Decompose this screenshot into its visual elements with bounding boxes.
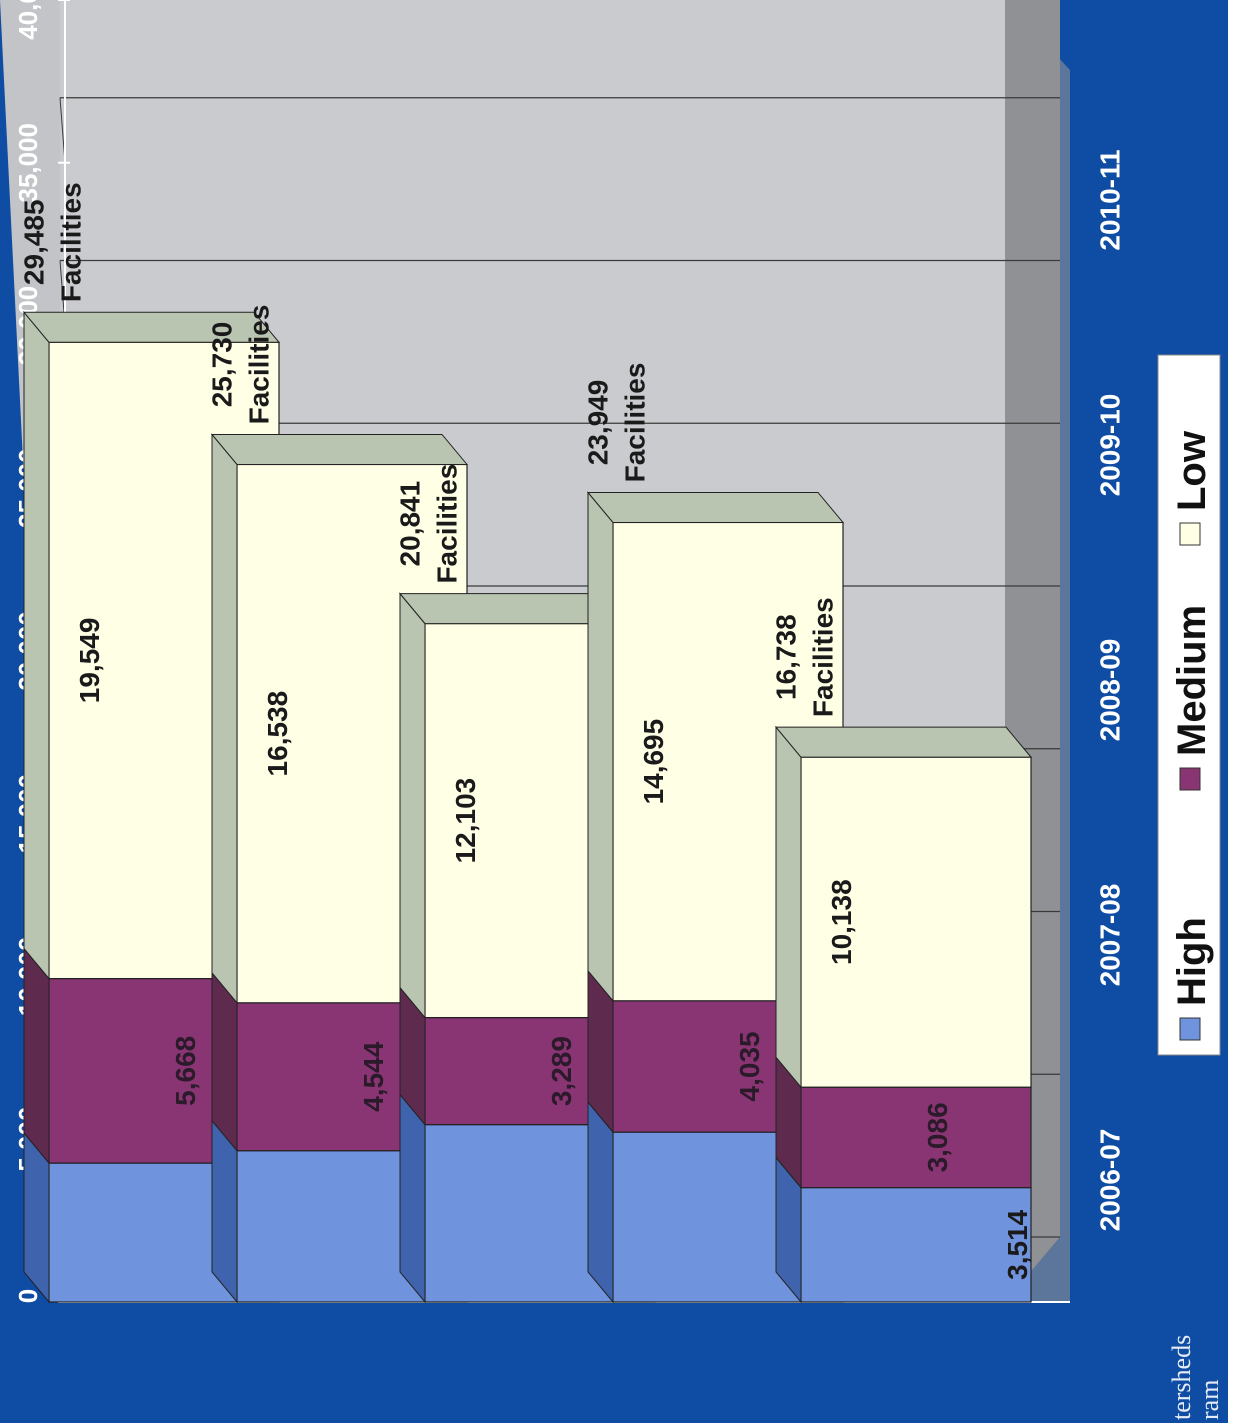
value-label-high: 3,514 [1002,1209,1033,1279]
bar-segment-low [800,756,1032,1088]
page-edge [1228,0,1233,1423]
total-label-unit: Facilities [432,464,463,584]
footer-line-2: ram [1195,1380,1224,1420]
bar-depth-low [775,725,802,1089]
value-label-low: 12,103 [450,778,481,864]
legend-label-medium: Medium [1170,605,1214,756]
x-tick-label: 2007-08 [1095,884,1126,987]
legend-swatch-low [1179,522,1201,546]
bar-depth-high [211,1119,238,1304]
total-label-value: 16,738 [771,614,802,700]
value-label-low: 19,549 [74,618,105,704]
bar-depth-medium [211,971,238,1153]
bar-depth-medium [23,947,50,1165]
legend: High Medium Low [1157,354,1221,1056]
bar-depth-high [399,1093,426,1304]
value-label-low: 16,538 [262,691,293,777]
value-label-low: 14,695 [638,719,669,805]
y-tick-label: 40,000 [13,0,43,40]
bar-top-cap [210,433,469,465]
bar-top-cap [774,726,1033,758]
x-tick-label: 2009-10 [1095,394,1126,497]
bar-top-cap [586,491,845,523]
footer-line-1: tersheds [1168,1335,1196,1420]
total-label-value: 25,730 [207,322,238,408]
legend-box [1157,354,1221,1056]
bar-segment-high [800,1187,1032,1303]
legend-swatch-high [1179,1017,1201,1041]
value-label-low: 10,138 [826,879,857,965]
value-label-medium: 5,668 [170,1036,201,1106]
y-tick-label: 0 [13,1289,43,1303]
bar-top-cap [22,311,281,343]
bar-depth-low [211,433,238,1005]
bar-depth-low [587,491,614,1003]
x-tick-label: 2008-09 [1095,639,1126,742]
bar-depth-low [399,592,426,1019]
total-label-unit: Facilities [808,597,839,717]
value-label-medium: 3,289 [546,1036,577,1106]
x-tick-label: 2006-07 [1095,1129,1126,1232]
x-tick-label: 2010-11 [1095,149,1126,250]
bar-depth-low [23,310,50,980]
value-label-medium: 4,035 [734,1031,765,1101]
y-tick-label: 35,000 [13,123,43,203]
legend-label-high: High [1170,917,1214,1006]
total-label-value: 23,949 [583,380,614,466]
total-label-unit: Facilities [244,305,275,425]
legend-label-low: Low [1170,430,1214,511]
footer-text: tersheds ram [1168,1330,1228,1420]
total-label-value: 29,485 [19,199,50,285]
bar-segment-medium [800,1086,1032,1189]
value-label-medium: 4,544 [358,1041,389,1111]
total-label-unit: Facilities [56,182,87,302]
total-label-value: 20,841 [395,481,426,567]
value-label-medium: 3,086 [922,1102,953,1172]
bar-depth-high [587,1100,614,1304]
total-label-unit: Facilities [620,363,651,483]
legend-swatch-medium [1179,767,1201,791]
